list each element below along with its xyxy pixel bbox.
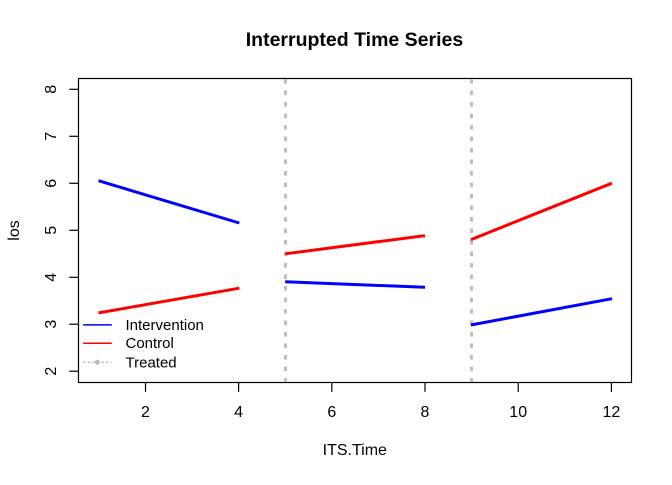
svg-text:6: 6	[327, 404, 336, 421]
svg-text:Control: Control	[126, 335, 174, 352]
svg-text:los: los	[6, 220, 23, 240]
svg-text:Interrupted Time Series: Interrupted Time Series	[246, 29, 464, 51]
svg-text:8: 8	[421, 404, 430, 421]
svg-text:6: 6	[43, 179, 60, 188]
svg-text:4: 4	[43, 273, 60, 282]
svg-text:12: 12	[603, 404, 621, 421]
svg-text:2: 2	[43, 367, 60, 376]
svg-text:Treated: Treated	[126, 355, 177, 372]
svg-text:Intervention: Intervention	[126, 317, 204, 334]
svg-text:10: 10	[509, 404, 527, 421]
svg-text:5: 5	[43, 226, 60, 235]
svg-text:4: 4	[234, 404, 243, 421]
svg-text:8: 8	[43, 85, 60, 94]
svg-text:7: 7	[43, 132, 60, 141]
svg-text:3: 3	[43, 320, 60, 329]
svg-text:2: 2	[141, 404, 150, 421]
svg-text:ITS.Time: ITS.Time	[323, 442, 387, 459]
